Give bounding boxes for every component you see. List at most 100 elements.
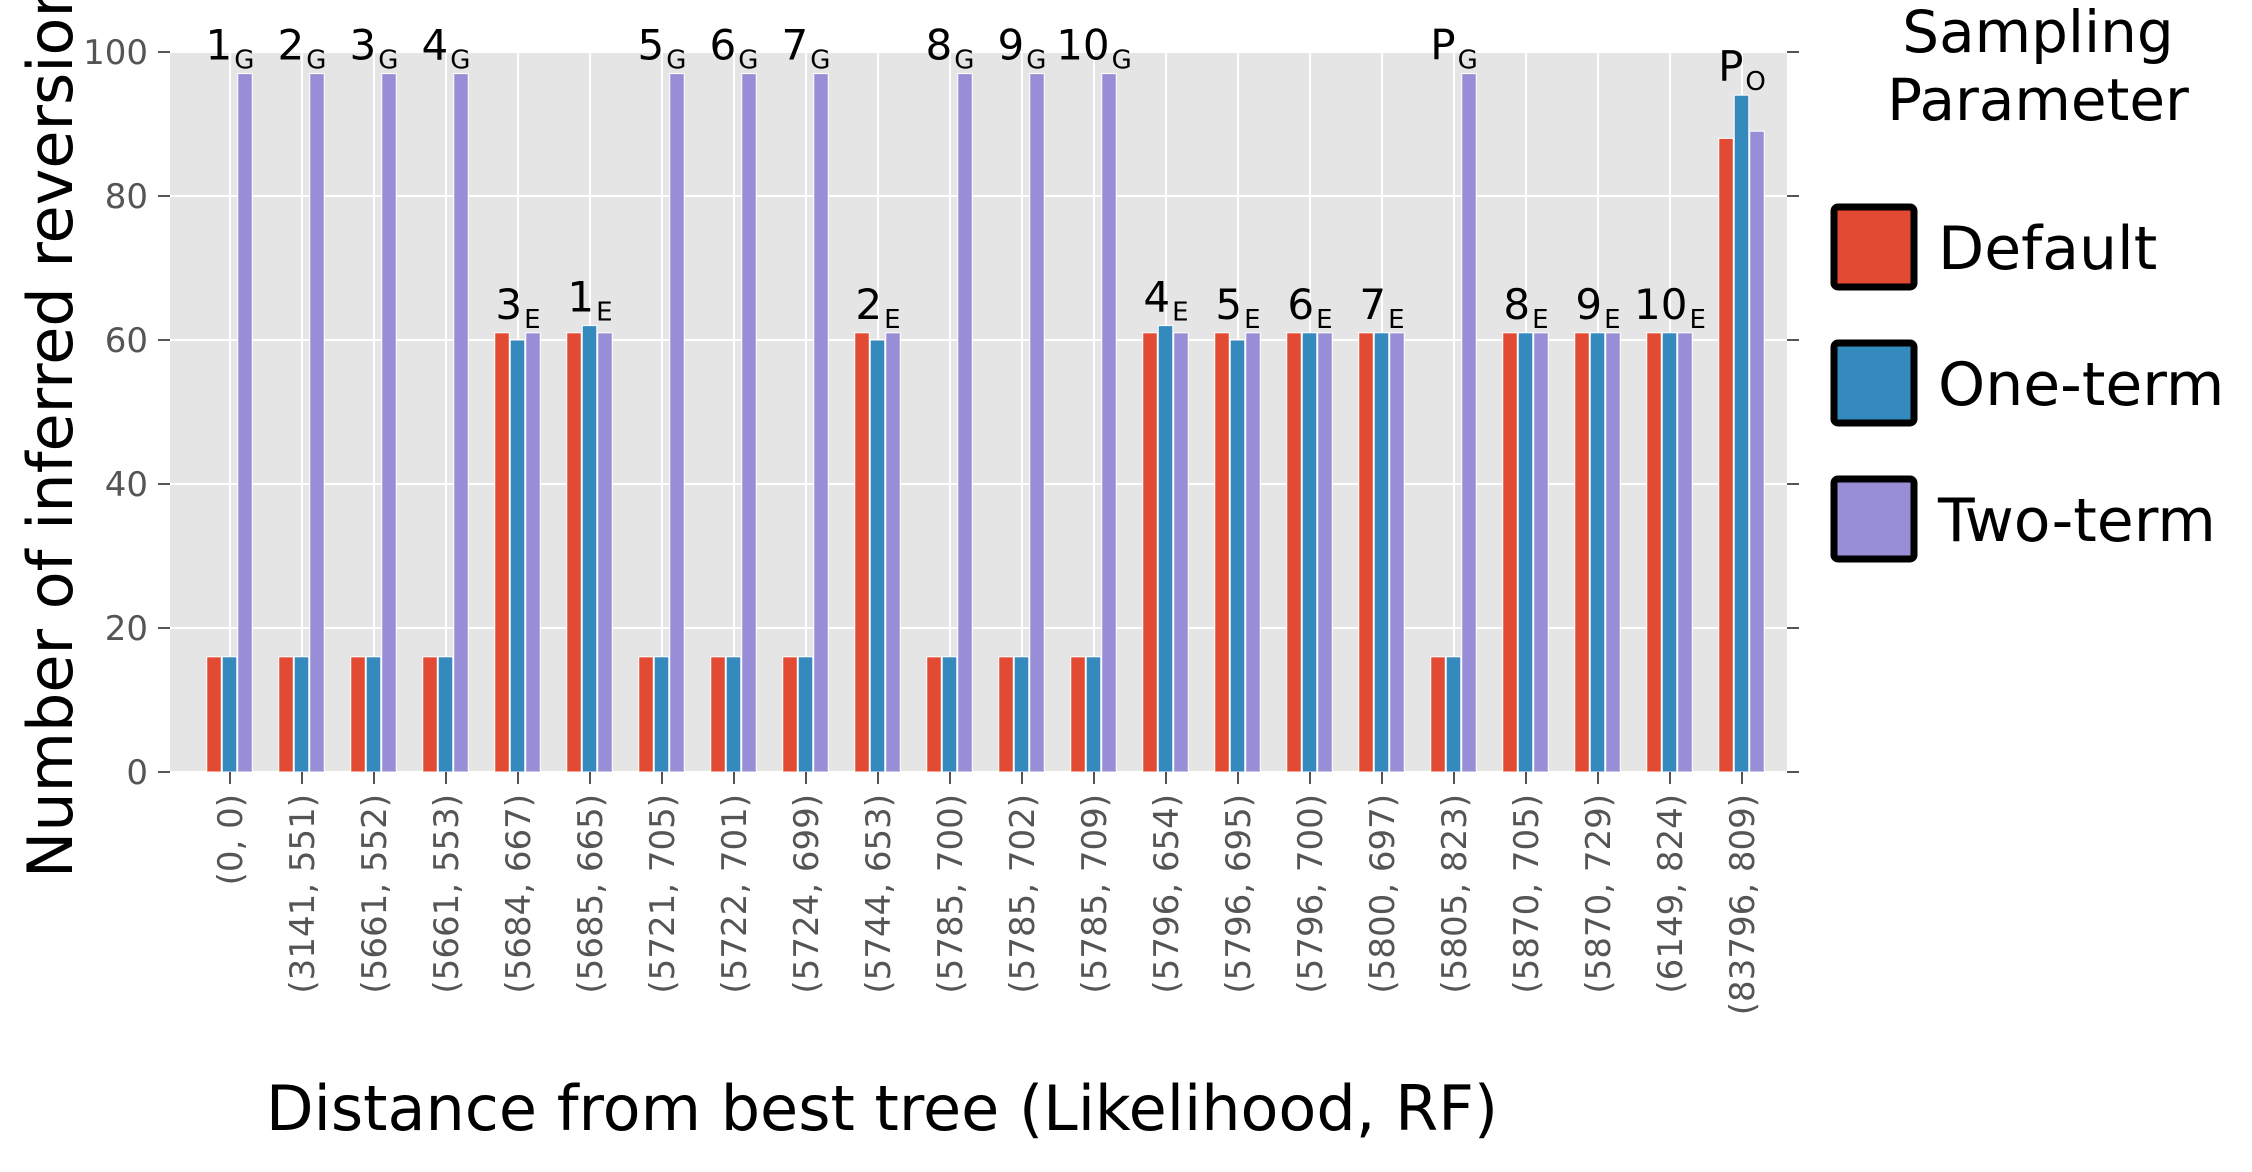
bar-annotation: 5E — [1215, 280, 1260, 335]
bar-annotation-sub: E — [1690, 305, 1706, 335]
bar-default — [1142, 332, 1158, 773]
x-tick-label: (5685, 665) — [571, 794, 611, 994]
bar-annotation-sub: G — [1026, 46, 1046, 76]
bar-annotation: 6G — [710, 21, 759, 76]
bar-default — [1574, 332, 1590, 773]
bar-annotation-sub: E — [1316, 305, 1332, 335]
bar-annotation-sub: G — [954, 46, 974, 76]
bar-default — [1430, 656, 1446, 773]
y-tick-label: 40 — [105, 465, 148, 505]
bar-two-term — [1749, 130, 1765, 773]
bar-one-term — [725, 656, 742, 773]
bar-two-term — [237, 73, 253, 773]
bar-annotation-sub: E — [1604, 305, 1620, 335]
y-tick-label: 60 — [105, 321, 148, 361]
bar-default — [1358, 332, 1374, 773]
y-tick-label: 100 — [83, 33, 148, 73]
bar-two-term — [309, 73, 325, 773]
bar-annotation: 8E — [1503, 280, 1548, 335]
x-tick-label: (0, 0) — [211, 794, 251, 885]
bar-default — [422, 656, 438, 773]
bar-two-term — [1173, 332, 1189, 773]
bar-annotation: 3E — [495, 280, 540, 335]
legend-label: Two-term — [1937, 486, 2216, 556]
bar-annotation: 4E — [1143, 273, 1188, 328]
bar-annotation: 1E — [567, 273, 612, 328]
bar-annotation-sub: G — [450, 46, 470, 76]
bar-annotation-sub: G — [1458, 46, 1478, 76]
x-tick-label: (5684, 667) — [499, 794, 539, 994]
bar-default — [206, 656, 222, 773]
legend-swatch — [1830, 339, 1918, 427]
bar-default — [926, 656, 942, 773]
bar-annotation-main: 7 — [782, 21, 809, 70]
bar-annotation-main: P — [1718, 42, 1743, 91]
x-tick-label: (5800, 697) — [1363, 794, 1403, 994]
x-tick-label: (83796, 809) — [1723, 794, 1763, 1015]
x-tick-label: (5661, 553) — [427, 794, 467, 994]
legend-swatch — [1830, 203, 1918, 291]
bar-annotation: 9G — [998, 21, 1047, 76]
bar-one-term — [1661, 332, 1678, 773]
bar-one-term — [1517, 332, 1534, 773]
bar-annotation-main: 1 — [206, 21, 233, 70]
legend-label: One-term — [1938, 350, 2224, 420]
x-tick-label: (5796, 695) — [1219, 794, 1259, 994]
bar-annotation-main: 3 — [350, 21, 377, 70]
bar-two-term — [453, 73, 469, 773]
x-tick-label: (5796, 700) — [1291, 794, 1331, 994]
y-axis-title: Number of inferred reversions — [14, 0, 87, 878]
x-tick-label: (5785, 700) — [931, 794, 971, 994]
x-tick-label: (5661, 552) — [355, 794, 395, 994]
bar-one-term — [437, 656, 454, 773]
bar-annotation-main: 10 — [1056, 21, 1109, 70]
bar-two-term — [1245, 332, 1261, 773]
bar-one-term — [1085, 656, 1102, 773]
bar-annotation: 9E — [1575, 280, 1620, 335]
bar-one-term — [221, 656, 238, 773]
x-axis-title: Distance from best tree (Likelihood, RF) — [266, 1072, 1498, 1145]
bar-two-term — [885, 332, 901, 773]
x-tick-label: (5721, 705) — [643, 794, 683, 994]
bar-annotation-main: 4 — [422, 21, 449, 70]
bar-two-term — [1101, 73, 1117, 773]
bar-annotation-main: 2 — [278, 21, 305, 70]
bar-annotation-sub: E — [596, 298, 612, 328]
y-tick-label: 20 — [105, 609, 148, 649]
bar-default — [350, 656, 366, 773]
bar-two-term — [1461, 73, 1477, 773]
bar-two-term — [741, 73, 757, 773]
bar-annotation-main: 3 — [495, 280, 522, 329]
bar-annotation: 1G — [206, 21, 255, 76]
bar-one-term — [1157, 325, 1174, 773]
bar-annotation-sub: E — [884, 305, 900, 335]
legend: Sampling Parameter Default One-term Two-term — [1830, 0, 2224, 563]
bar-annotation: 10G — [1056, 21, 1132, 76]
bar-annotation-sub: E — [1388, 305, 1404, 335]
y-tick-label: 80 — [105, 177, 148, 217]
bar-two-term — [1677, 332, 1693, 773]
bar-default — [1214, 332, 1230, 773]
x-tick-label: (5724, 699) — [787, 794, 827, 994]
bar-default — [638, 656, 654, 773]
x-tick-label: (5805, 823) — [1435, 794, 1475, 994]
bar-two-term — [1533, 332, 1549, 773]
bar-annotation-main: 9 — [1575, 280, 1602, 329]
x-tick-label: (5722, 701) — [715, 794, 755, 994]
y-axis-ticks: 0 20 40 60 80 100 — [83, 33, 1799, 793]
bar-two-term — [1317, 332, 1333, 773]
bar-one-term — [653, 656, 670, 773]
bar-default — [998, 656, 1014, 773]
bar-annotation-main: 2 — [855, 280, 882, 329]
bar-one-term — [1301, 332, 1318, 773]
bar-default — [1070, 656, 1086, 773]
bar-default — [1286, 332, 1302, 773]
bar-annotation: 7E — [1359, 280, 1404, 335]
bar-one-term — [869, 339, 886, 773]
bar-annotation: 5G — [638, 21, 687, 76]
bar-annotation-main: P — [1430, 21, 1455, 70]
x-tick-label: (5785, 709) — [1075, 794, 1115, 994]
bar-annotation: 6E — [1287, 280, 1332, 335]
bar-annotation-main: 5 — [638, 21, 665, 70]
